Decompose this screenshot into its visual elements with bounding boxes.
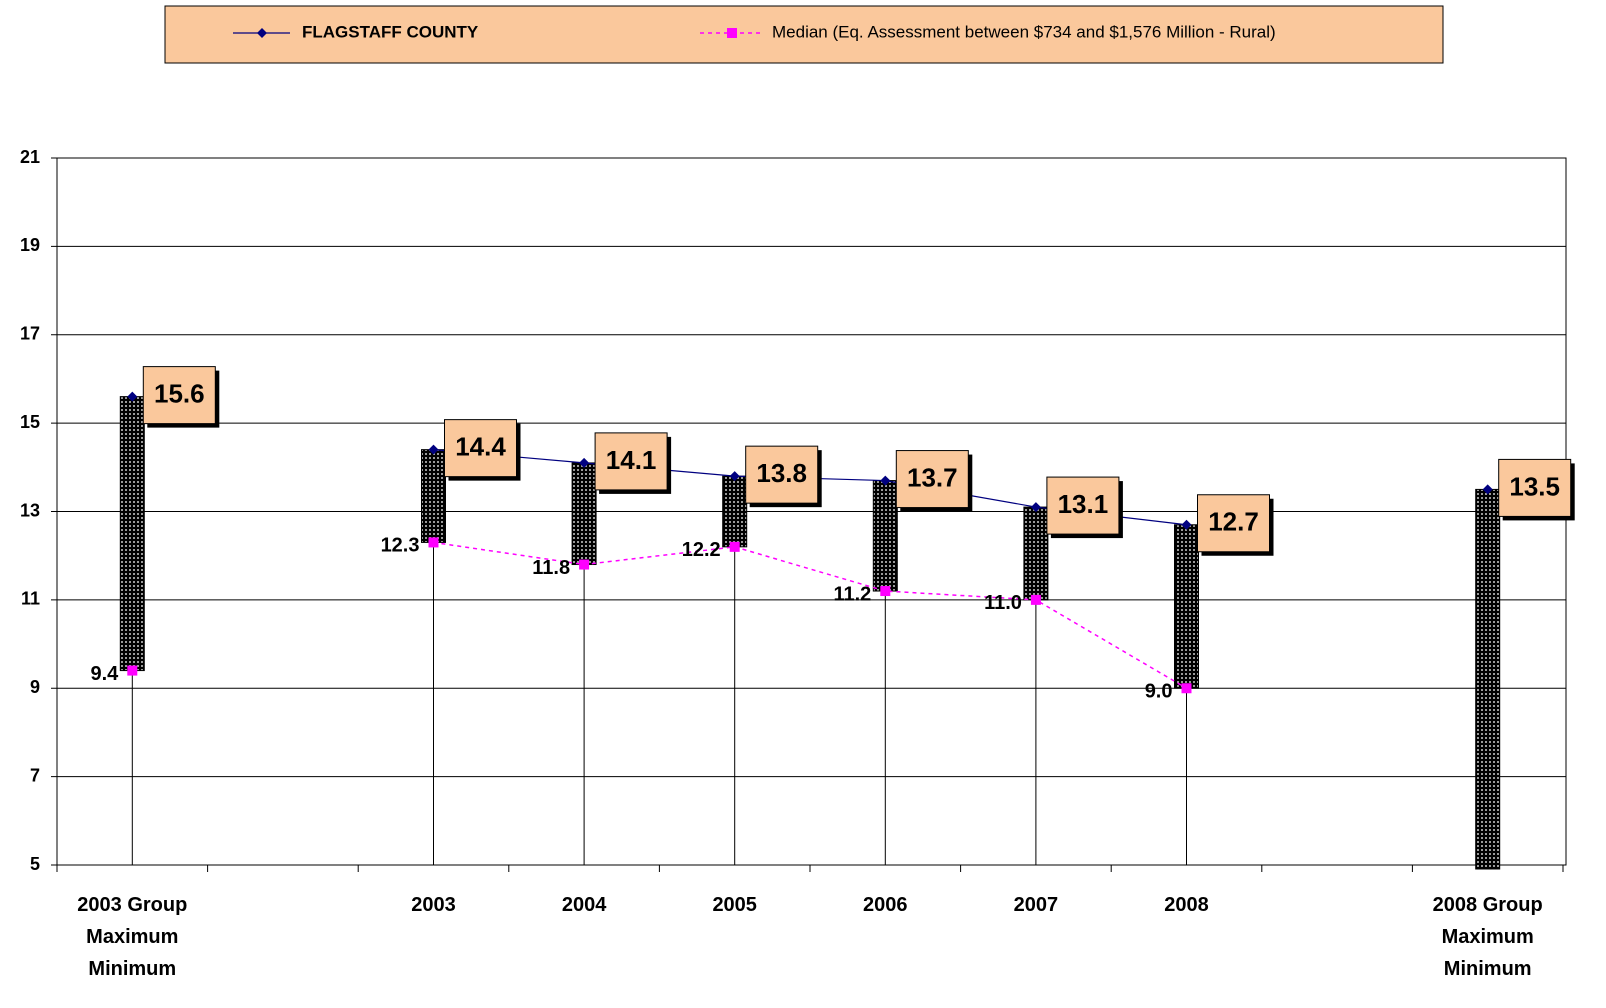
- y-tick-label: 11: [21, 589, 40, 609]
- data-label: 14.4: [455, 432, 506, 462]
- data-label: 11.2: [833, 583, 871, 605]
- marker: [1181, 519, 1192, 530]
- x-tick-label: 2005: [712, 894, 757, 916]
- high-low-bar: [1475, 488, 1501, 870]
- y-tick-label: 17: [20, 324, 40, 344]
- data-label: 15.6: [154, 378, 205, 408]
- data-label: 14.1: [606, 445, 657, 475]
- y-tick-label: 7: [30, 765, 40, 785]
- label-box: [594, 432, 668, 491]
- marker: [1030, 502, 1041, 513]
- marker: [1482, 484, 1493, 495]
- x-tick-label: 2008: [1164, 894, 1209, 916]
- series-line: [434, 542, 1488, 869]
- y-tick-label: 19: [20, 235, 40, 255]
- label-box: [142, 366, 216, 425]
- high-low-bar: [722, 475, 748, 548]
- label-box: [895, 450, 969, 509]
- marker: [880, 475, 891, 486]
- high-low-bar: [119, 396, 145, 672]
- marker: [579, 457, 590, 468]
- x-tick-label: 2003 Group Maximum Minimum: [77, 894, 188, 980]
- y-tick-label: 5: [30, 854, 40, 874]
- data-label: 11.8: [532, 557, 570, 579]
- x-tick-label: 2004: [561, 894, 607, 916]
- data-label: 13.8: [756, 458, 807, 488]
- x-tick-label: 2006: [863, 894, 908, 916]
- y-tick-label: 9: [30, 677, 40, 697]
- data-label: 9.4: [90, 663, 119, 685]
- marker: [428, 444, 439, 455]
- data-label: 13.7: [907, 462, 958, 492]
- legend-label: Median (Eq. Assessment between $734 and …: [772, 22, 1276, 41]
- marker: [127, 391, 138, 402]
- marker: [880, 586, 891, 597]
- marker: [1030, 594, 1041, 605]
- high-low-bar: [571, 462, 597, 566]
- marker: [1181, 683, 1192, 694]
- marker: [428, 537, 439, 548]
- marker: [127, 665, 138, 676]
- label-box: [745, 445, 819, 504]
- data-label: 9.0: [1145, 681, 1173, 703]
- high-low-bar: [1023, 506, 1049, 601]
- marker: [729, 471, 740, 482]
- y-tick-label: 15: [20, 412, 40, 432]
- x-tick-label: 2008 Group Maximum Minimum: [1432, 894, 1543, 980]
- x-tick-label: 2007: [1013, 894, 1059, 916]
- y-tick-label: 21: [20, 147, 40, 167]
- label-box: [1498, 458, 1572, 517]
- marker: [729, 541, 740, 552]
- data-label: 12.2: [682, 539, 721, 561]
- data-label: 11.0: [984, 592, 1022, 614]
- label-box: [444, 419, 517, 478]
- data-label: 13.5: [1509, 471, 1560, 501]
- high-low-bar: [421, 449, 446, 543]
- marker: [257, 28, 267, 38]
- data-label: 12.7: [1208, 507, 1259, 537]
- marker: [579, 559, 590, 570]
- x-tick-label: 2003: [411, 894, 456, 916]
- legend-label: FLAGSTAFF COUNTY: [302, 22, 479, 41]
- high-low-bar: [872, 480, 898, 592]
- label-box: [1046, 476, 1120, 535]
- high-low-bar: [1174, 524, 1199, 689]
- marker: [727, 28, 737, 38]
- legend-box: [164, 5, 1444, 64]
- y-tick-label: 13: [20, 500, 40, 520]
- data-label: 12.3: [381, 535, 420, 557]
- label-box: [1197, 494, 1270, 553]
- data-label: 13.1: [1058, 489, 1109, 519]
